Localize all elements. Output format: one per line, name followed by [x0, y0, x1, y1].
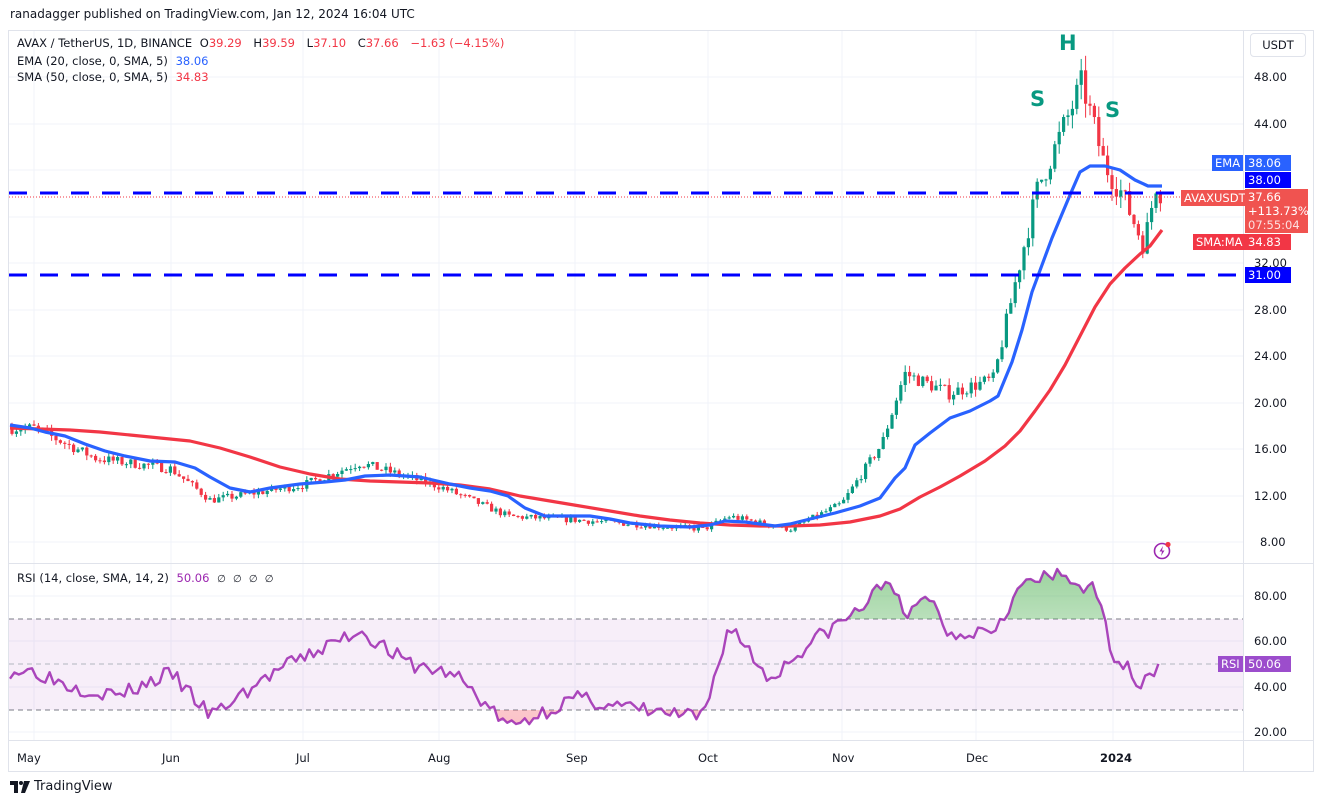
- open-value: 39.29: [208, 36, 242, 50]
- rsi-tick: 60.00: [1254, 634, 1287, 648]
- candlestick-series: [10, 55, 1162, 533]
- open-label: O: [199, 36, 209, 50]
- sma-50-line: [9, 229, 1164, 528]
- ohlc-low: L37.10: [307, 36, 350, 50]
- rsi-value-tag: 50.06: [1245, 656, 1291, 672]
- rsi-tick: 80.00: [1254, 589, 1287, 603]
- sma-legend-value: 34.83: [175, 70, 209, 84]
- price-tick: 12.00: [1254, 489, 1287, 503]
- bar-countdown: 07:55:04: [1248, 218, 1300, 232]
- low-value: 37.10: [313, 36, 347, 50]
- time-tick-may: May: [17, 751, 41, 765]
- time-tick-nov: Nov: [832, 751, 855, 765]
- last-price-change-pct: +113.73%: [1248, 204, 1309, 218]
- tradingview-logo-icon: [10, 780, 30, 793]
- rsi-name-tag: RSI: [1218, 656, 1243, 672]
- change-value: −1.63 (−4.15%): [410, 36, 505, 50]
- tradingview-logo[interactable]: TradingView: [10, 779, 113, 794]
- rsi-legend-extras: ∅ ∅ ∅ ∅: [217, 574, 276, 585]
- right-shoulder-label[interactable]: S: [1105, 98, 1121, 122]
- rsi-line: [9, 567, 1160, 726]
- level-38-tag: 38.00: [1245, 172, 1291, 188]
- time-tick-jun: Jun: [162, 751, 180, 765]
- rsi-overbought-fill: [10, 569, 1159, 619]
- time-tick-2024: 2024: [1100, 751, 1133, 765]
- sma-value-tag: 34.83: [1245, 234, 1291, 250]
- high-value: 39.59: [262, 36, 296, 50]
- last-price-tag: 37.66 +113.73% 07:55:04: [1245, 189, 1309, 233]
- rsi-tick: 40.00: [1254, 680, 1287, 694]
- ema-value-tag: 38.06: [1245, 155, 1291, 171]
- symbol-name-tag: AVAXUSDT: [1181, 190, 1249, 206]
- low-label: L: [306, 36, 314, 50]
- ema-legend[interactable]: EMA (20, close, 0, SMA, 5) 38.06: [17, 54, 213, 68]
- time-tick-oct: Oct: [698, 751, 718, 765]
- rsi-legend-value: 50.06: [176, 571, 210, 585]
- level-31-tag: 31.00: [1245, 267, 1291, 283]
- rsi-legend-label: RSI (14, close, SMA, 14, 2): [17, 571, 169, 585]
- currency-button[interactable]: USDT: [1250, 33, 1306, 57]
- rsi-tick: 20.00: [1254, 725, 1287, 739]
- chart-frame: [8, 30, 1314, 772]
- time-tick-jul: Jul: [296, 751, 310, 765]
- price-tick: 16.00: [1254, 442, 1287, 456]
- ema-20-line: [9, 164, 1162, 529]
- ema-legend-label: EMA (20, close, 0, SMA, 5): [17, 54, 168, 68]
- sma-legend[interactable]: SMA (50, close, 0, SMA, 5) 34.83: [17, 70, 213, 84]
- ohlc-high: H39.59: [253, 36, 299, 50]
- branding-text: TradingView: [34, 779, 113, 794]
- sma-legend-label: SMA (50, close, 0, SMA, 5): [17, 70, 168, 84]
- ema-name-tag: EMA: [1212, 155, 1244, 171]
- close-label: C: [357, 36, 366, 50]
- time-tick-aug: Aug: [428, 751, 451, 765]
- time-tick-sep: Sep: [566, 751, 588, 765]
- ohlc-close: C37.66: [358, 36, 403, 50]
- lightning-alert-icon[interactable]: [1152, 540, 1172, 560]
- price-tick: 24.00: [1254, 349, 1287, 363]
- sma-name-tag: SMA:MA: [1193, 234, 1246, 250]
- symbol-legend[interactable]: AVAX / TetherUS, 1D, BINANCE O39.29 H39.…: [17, 36, 508, 50]
- price-tick: 48.00: [1254, 70, 1287, 84]
- ohlc-open: O39.29: [200, 36, 246, 50]
- price-tick: 8.00: [1260, 535, 1286, 549]
- last-price: 37.66: [1248, 190, 1281, 204]
- publisher-line: ranadagger published on TradingView.com,…: [10, 7, 415, 21]
- price-tick: 44.00: [1254, 117, 1287, 131]
- symbol-name: AVAX / TetherUS, 1D, BINANCE: [17, 36, 193, 50]
- ema-legend-value: 38.06: [175, 54, 209, 68]
- rsi-legend[interactable]: RSI (14, close, SMA, 14, 2) 50.06 ∅ ∅ ∅ …: [17, 571, 280, 585]
- price-tick: 20.00: [1254, 396, 1287, 410]
- close-value: 37.66: [365, 36, 399, 50]
- price-tick: 32.00: [1254, 256, 1287, 270]
- price-tick: 28.00: [1254, 303, 1287, 317]
- time-tick-dec: Dec: [966, 751, 989, 765]
- head-label[interactable]: H: [1059, 31, 1077, 55]
- left-shoulder-label[interactable]: S: [1030, 87, 1046, 111]
- high-label: H: [253, 36, 263, 50]
